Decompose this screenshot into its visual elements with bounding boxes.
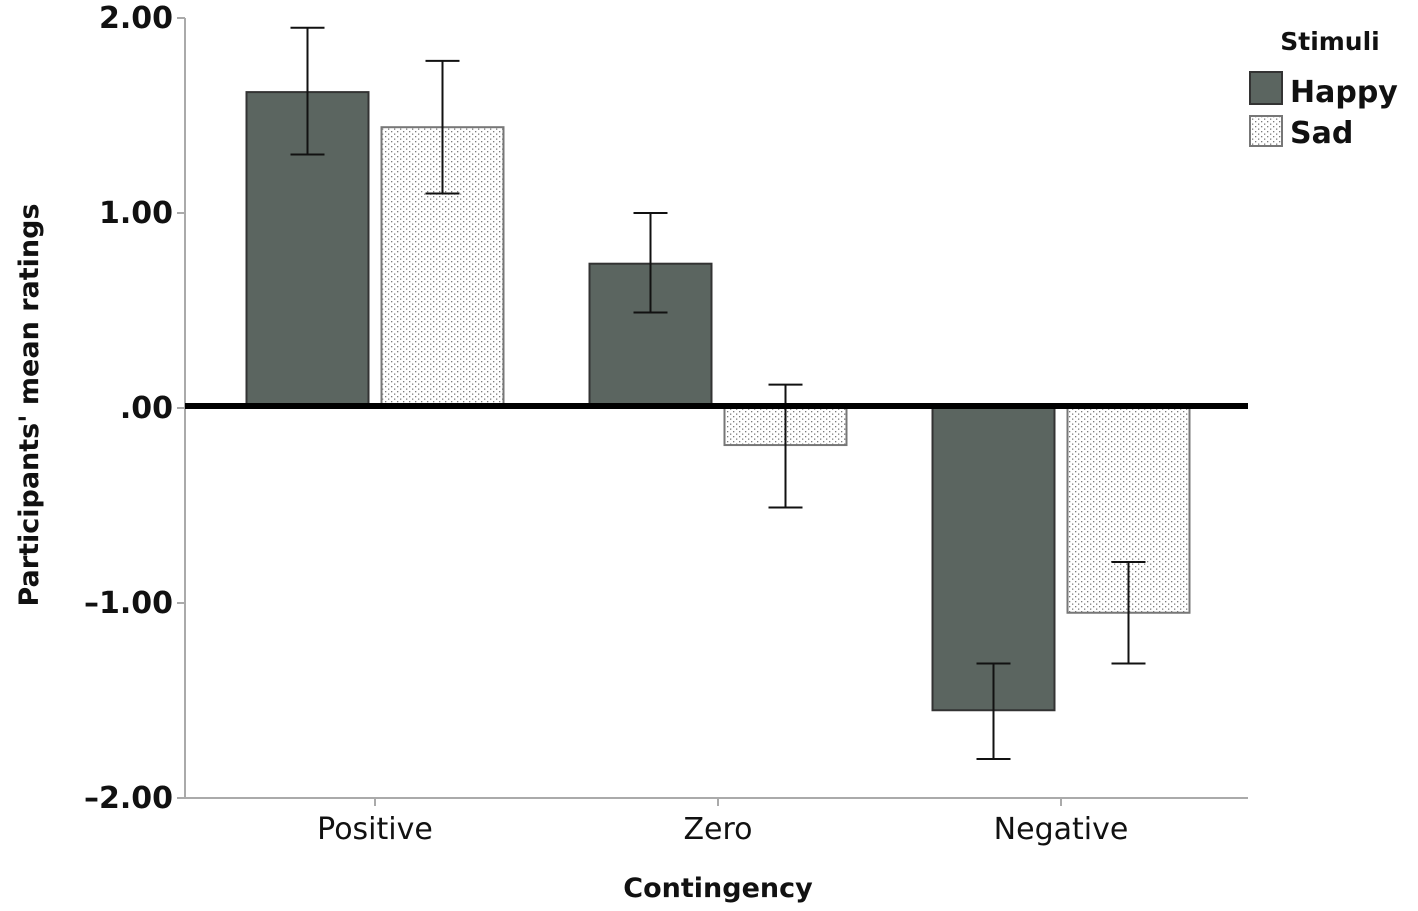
x-category-label: Positive <box>317 812 433 847</box>
y-tick-label: 1.00 <box>99 196 173 231</box>
x-axis-title: Contingency <box>623 873 813 904</box>
error-bars <box>290 26 1146 760</box>
x-axis-categories: Positive Zero Negative <box>317 798 1128 847</box>
x-category-label: Zero <box>683 812 752 847</box>
legend-title: Stimuli <box>1280 27 1380 56</box>
x-category-label: Negative <box>994 812 1129 847</box>
bars <box>245 91 1191 712</box>
legend: Stimuli Happy Sad <box>1249 27 1398 151</box>
y-tick-label: .00 <box>120 391 173 426</box>
legend-label-happy: Happy <box>1290 75 1398 110</box>
y-tick-label: 2.00 <box>99 1 173 36</box>
legend-swatch-happy <box>1249 71 1283 105</box>
y-axis-title: Participants' mean ratings <box>14 203 45 606</box>
y-tick-label: –2.00 <box>84 781 173 816</box>
legend-label-sad: Sad <box>1290 116 1353 151</box>
y-axis-ticks: 2.00 1.00 .00 –1.00 –2.00 <box>84 1 185 816</box>
y-tick-label: –1.00 <box>84 586 173 621</box>
legend-swatch-sad <box>1249 115 1283 147</box>
